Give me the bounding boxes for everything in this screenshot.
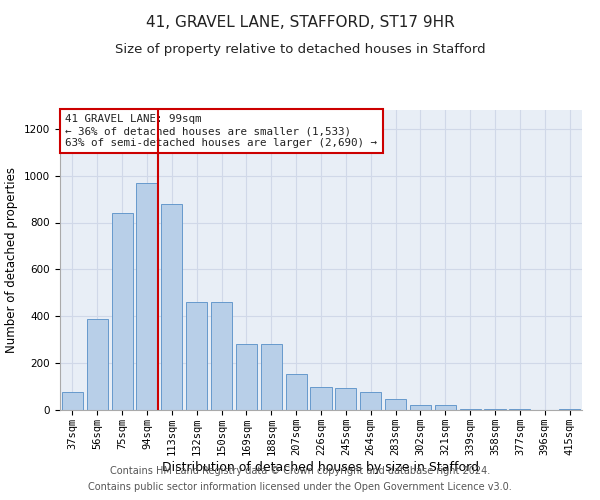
- Bar: [236, 344, 257, 410]
- Text: Size of property relative to detached houses in Stafford: Size of property relative to detached ho…: [115, 42, 485, 56]
- Bar: [261, 344, 282, 410]
- Bar: [435, 406, 456, 410]
- Text: Contains public sector information licensed under the Open Government Licence v3: Contains public sector information licen…: [88, 482, 512, 492]
- Bar: [87, 318, 108, 410]
- Bar: [360, 392, 381, 410]
- Bar: [559, 409, 580, 410]
- Bar: [385, 400, 406, 410]
- Y-axis label: Number of detached properties: Number of detached properties: [5, 167, 19, 353]
- Bar: [335, 388, 356, 410]
- Text: 41 GRAVEL LANE: 99sqm
← 36% of detached houses are smaller (1,533)
63% of semi-d: 41 GRAVEL LANE: 99sqm ← 36% of detached …: [65, 114, 377, 148]
- Bar: [186, 302, 207, 410]
- Bar: [62, 392, 83, 410]
- Bar: [460, 409, 481, 410]
- X-axis label: Distribution of detached houses by size in Stafford: Distribution of detached houses by size …: [163, 460, 479, 473]
- Bar: [112, 213, 133, 410]
- Bar: [484, 409, 506, 410]
- Bar: [136, 182, 158, 410]
- Bar: [211, 302, 232, 410]
- Bar: [410, 406, 431, 410]
- Bar: [509, 409, 530, 410]
- Text: Contains HM Land Registry data © Crown copyright and database right 2024.: Contains HM Land Registry data © Crown c…: [110, 466, 490, 476]
- Bar: [286, 374, 307, 410]
- Bar: [310, 386, 332, 410]
- Text: 41, GRAVEL LANE, STAFFORD, ST17 9HR: 41, GRAVEL LANE, STAFFORD, ST17 9HR: [146, 15, 454, 30]
- Bar: [161, 204, 182, 410]
